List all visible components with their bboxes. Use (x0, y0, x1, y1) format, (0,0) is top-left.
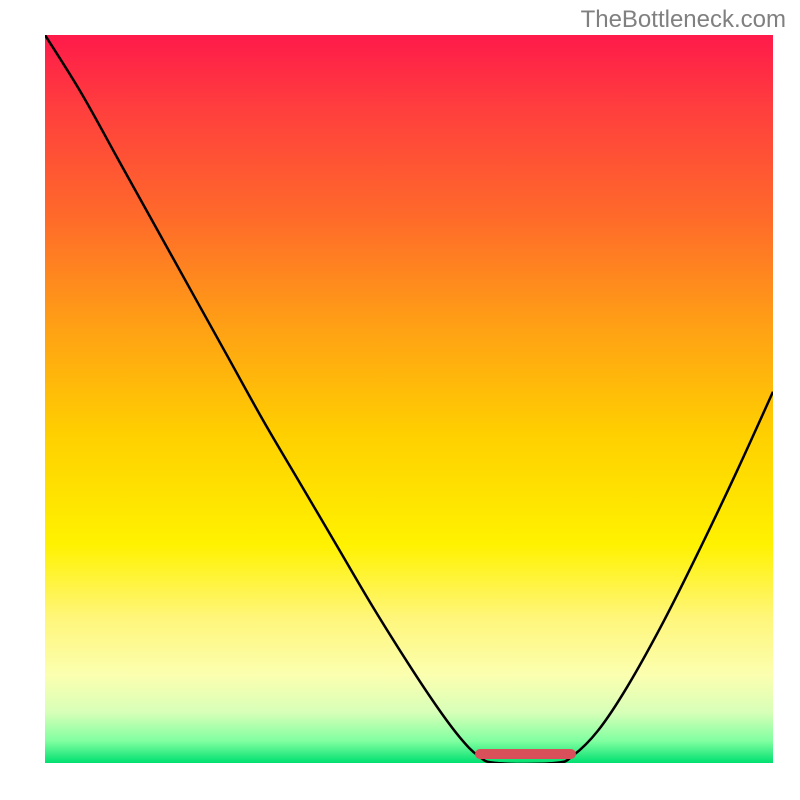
chart-plot-area (45, 35, 773, 763)
optimal-range-marker (475, 749, 577, 759)
watermark-text: TheBottleneck.com (581, 6, 786, 34)
bottleneck-curve (45, 35, 773, 763)
